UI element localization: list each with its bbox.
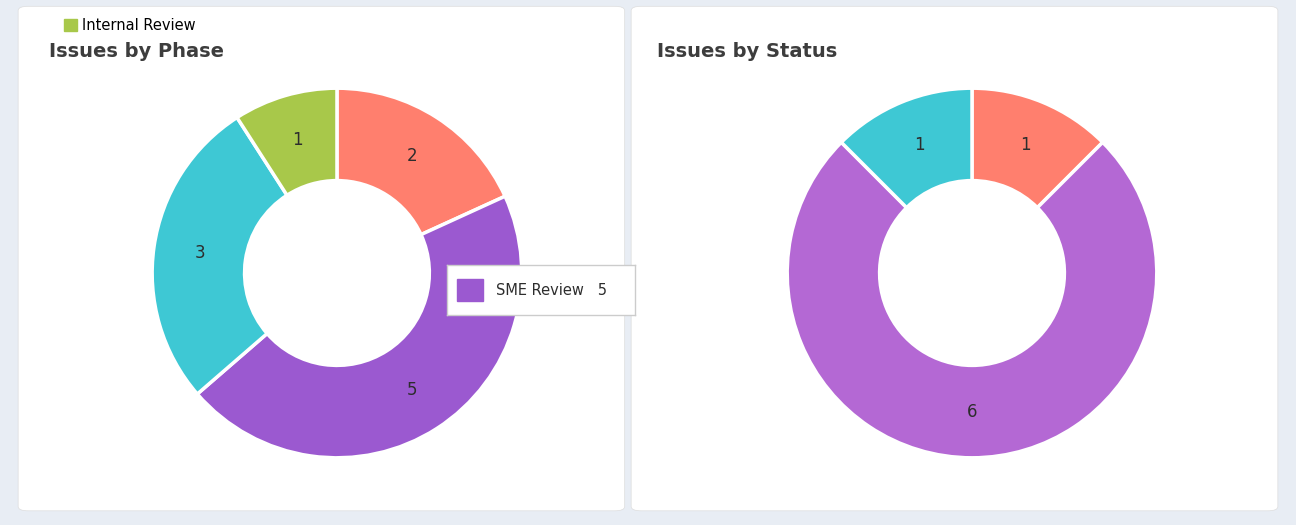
Wedge shape — [197, 196, 522, 458]
Bar — [456, 279, 483, 301]
Wedge shape — [237, 88, 337, 195]
Wedge shape — [972, 88, 1103, 208]
Text: 5: 5 — [407, 381, 417, 398]
Text: 6: 6 — [967, 403, 977, 421]
Wedge shape — [841, 88, 972, 208]
Text: 1: 1 — [914, 136, 924, 154]
Text: Issues by Phase: Issues by Phase — [49, 42, 224, 61]
Text: SME Review   5: SME Review 5 — [496, 282, 607, 298]
Wedge shape — [152, 118, 286, 394]
Text: 3: 3 — [194, 244, 205, 262]
Text: Issues by Status: Issues by Status — [657, 42, 837, 61]
Text: 2: 2 — [407, 148, 417, 165]
Text: 1: 1 — [1020, 136, 1030, 154]
Legend: Internal Review: Internal Review — [58, 12, 201, 39]
Wedge shape — [787, 142, 1157, 458]
Text: 1: 1 — [293, 131, 303, 149]
Wedge shape — [337, 88, 505, 235]
